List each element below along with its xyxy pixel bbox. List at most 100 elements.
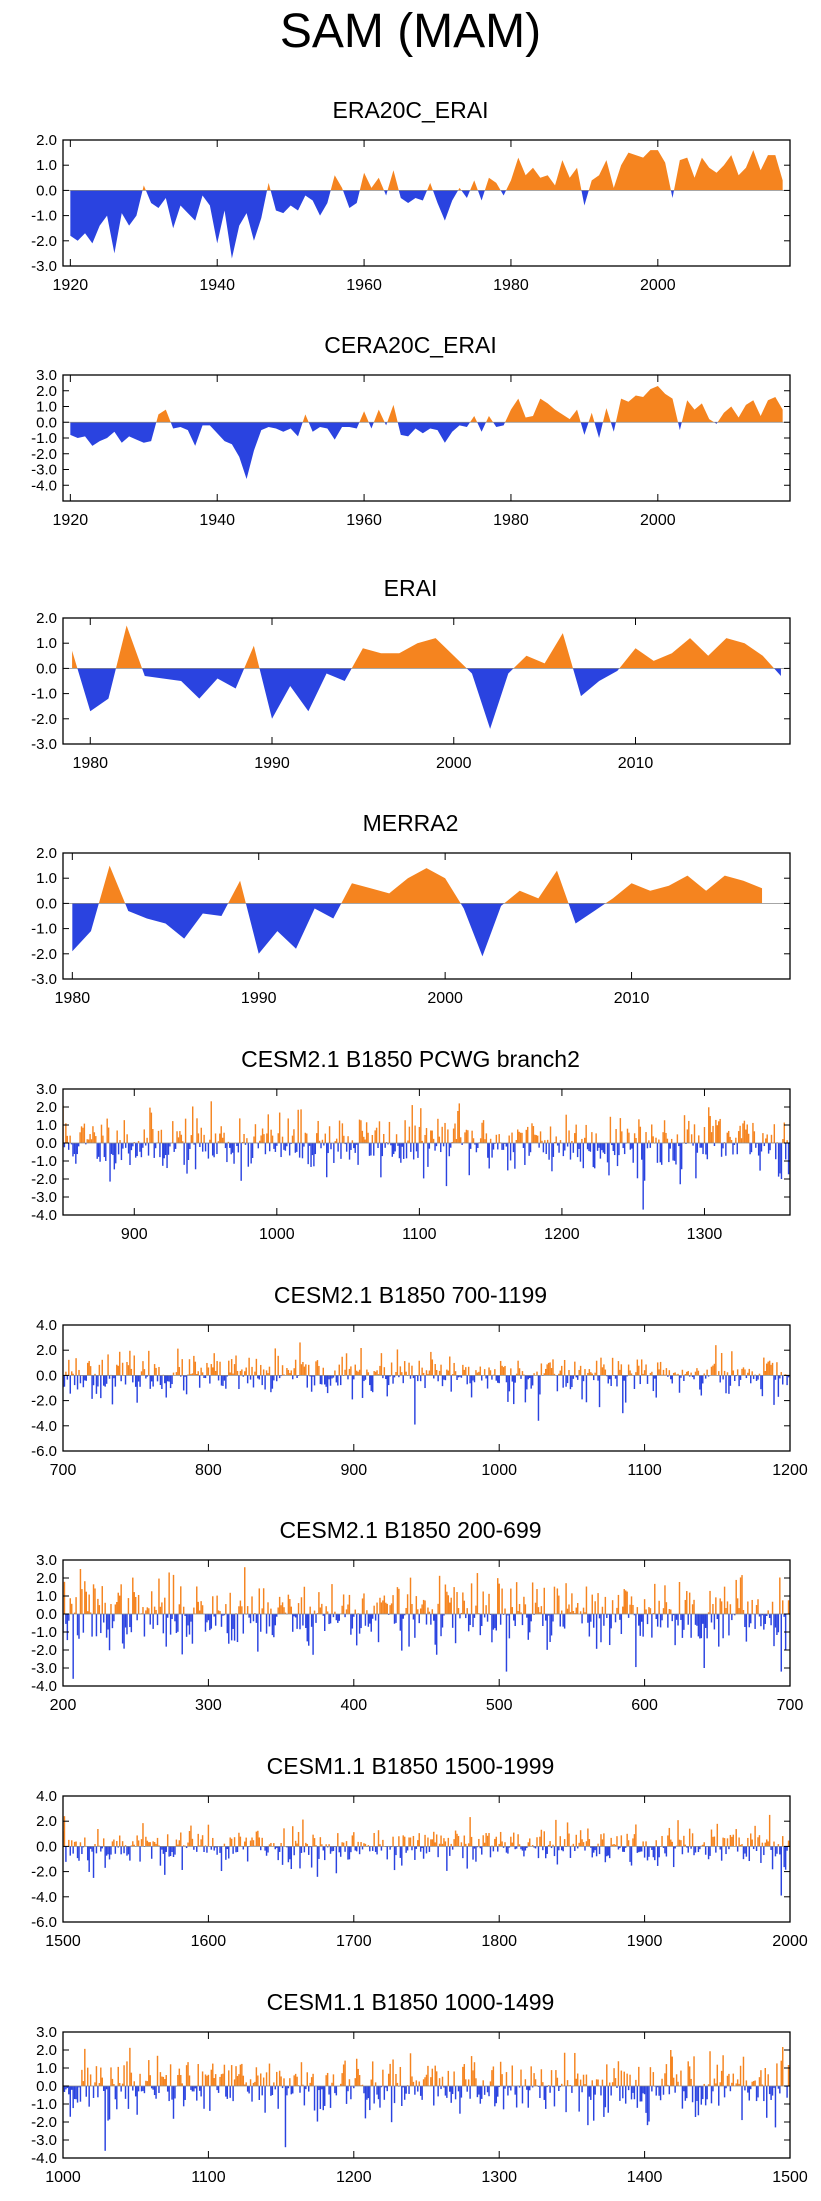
- bar-963: [223, 1132, 225, 1143]
- bar-1208: [572, 1143, 575, 1153]
- bar-584: [620, 1614, 623, 1635]
- bar-1326: [740, 1138, 743, 1143]
- bar-1248: [422, 2079, 425, 2086]
- bar-1076: [384, 1143, 386, 1148]
- bar-258: [146, 1607, 149, 1614]
- bar-1111: [223, 2064, 226, 2086]
- bar-1692: [341, 1842, 343, 1847]
- bar-858: [73, 1143, 76, 1155]
- bar-1051: [136, 2086, 138, 2115]
- bar-1087: [188, 2075, 191, 2086]
- bar-512: [515, 1582, 518, 1614]
- bar-1158: [501, 1143, 503, 1150]
- y-tick-label: -4.0: [31, 1889, 57, 1906]
- bar-422: [385, 1602, 387, 1614]
- bar-1881: [616, 1836, 618, 1847]
- bar-1123: [451, 1141, 453, 1143]
- bar-759: [148, 1350, 150, 1376]
- bar-1104: [649, 1372, 652, 1376]
- bar-1060: [585, 1375, 588, 1403]
- bar-771: [165, 1375, 167, 1398]
- bar-1050: [134, 2086, 137, 2097]
- bar-1020: [304, 1132, 307, 1143]
- bar-1044: [126, 2061, 128, 2086]
- bar-1614: [228, 1846, 230, 1859]
- bar-1031: [320, 1143, 322, 1149]
- bar-1182: [535, 1135, 537, 1143]
- bar-1109: [431, 1130, 433, 1143]
- bar-1532: [108, 1846, 111, 1860]
- bar-442: [414, 1614, 416, 1638]
- bar-1431: [688, 2066, 691, 2086]
- bar-1184: [329, 2086, 332, 2108]
- bar-877: [100, 1124, 103, 1143]
- bar-1859: [584, 1846, 586, 1851]
- bar-1124: [452, 1128, 455, 1143]
- bar-466: [449, 1602, 451, 1614]
- bar-1107: [428, 1143, 431, 1149]
- bar-1287: [685, 1143, 687, 1144]
- bar-1812: [515, 1846, 518, 1849]
- bar-770: [164, 1375, 166, 1384]
- bar-1958: [728, 1846, 730, 1850]
- bar-1379: [613, 2068, 615, 2086]
- bar-299: [206, 1614, 208, 1623]
- bar-1545: [127, 1846, 130, 1855]
- bar-1356: [579, 2079, 582, 2086]
- bar-1121: [238, 2074, 240, 2086]
- bar-1892: [632, 1838, 634, 1847]
- bar-1065: [368, 1143, 371, 1156]
- bar-1286: [478, 2086, 480, 2095]
- bar-982: [472, 1375, 474, 1381]
- bar-725: [98, 1364, 101, 1376]
- bar-1125: [680, 1375, 682, 1378]
- bar-1926: [681, 1846, 684, 1855]
- bar-686: [768, 1614, 771, 1619]
- y-tick-label: -2.0: [31, 1393, 57, 1410]
- bar-1354: [780, 1143, 783, 1179]
- x-tick-label: 1980: [493, 512, 529, 529]
- bar-1916: [667, 1835, 669, 1847]
- bar-1798: [495, 1836, 498, 1847]
- bar-1672: [312, 1834, 314, 1847]
- bar-1310: [718, 1121, 720, 1143]
- bar-1232: [399, 2066, 402, 2086]
- bar-980: [247, 1143, 250, 1167]
- bar-944: [196, 1118, 198, 1143]
- bar-1358: [582, 2074, 585, 2086]
- bar-430: [396, 1587, 399, 1614]
- bar-1953: [720, 1846, 723, 1861]
- bar-1529: [104, 1846, 106, 1868]
- bar-495: [491, 1614, 493, 1643]
- bar-1257: [435, 2071, 438, 2086]
- bar-467: [450, 1597, 452, 1614]
- bar-1028: [316, 1133, 318, 1143]
- bar-1375: [607, 2086, 609, 2113]
- bar-1333: [750, 1143, 753, 1153]
- bar-1307: [508, 2086, 511, 2088]
- bar-984: [475, 1370, 477, 1376]
- bar-1132: [254, 2081, 256, 2086]
- bar-307: [217, 1610, 220, 1614]
- bar-1108: [655, 1375, 657, 1398]
- bar-1213: [579, 1143, 582, 1162]
- bar-1015: [520, 1375, 522, 1379]
- bar-917: [377, 1374, 380, 1376]
- bar-1101: [645, 1364, 647, 1376]
- bar-1094: [635, 1372, 637, 1376]
- bar-1127: [683, 1375, 685, 1381]
- bar-1561: [150, 1846, 153, 1859]
- bar-605: [651, 1614, 653, 1638]
- bar-1410: [658, 2086, 660, 2096]
- bar-802: [210, 1364, 213, 1376]
- bar-1813: [517, 1834, 519, 1847]
- bar-754: [140, 1371, 143, 1376]
- bar-865: [302, 1361, 304, 1376]
- bar-1949: [715, 1846, 717, 1853]
- bar-1075: [171, 2086, 173, 2100]
- bar-1984: [766, 1839, 768, 1847]
- bar-1387: [624, 2086, 627, 2104]
- bar-1181: [325, 2075, 327, 2086]
- bar-1583: [182, 1845, 185, 1847]
- bar-207: [72, 1614, 74, 1679]
